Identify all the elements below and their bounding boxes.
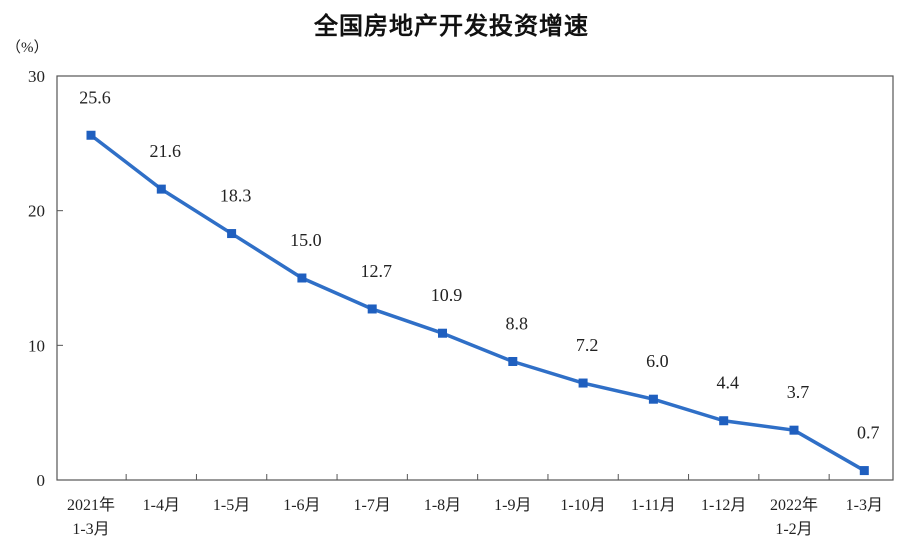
series-line bbox=[89, 133, 867, 473]
data-label: 10.9 bbox=[431, 285, 463, 305]
data-label: 8.8 bbox=[506, 313, 529, 333]
x-tick-label: 2021年 bbox=[67, 496, 115, 514]
x-tick-label: 1-8月 bbox=[424, 497, 461, 514]
data-label: 3.7 bbox=[787, 382, 810, 402]
data-label: 0.7 bbox=[857, 423, 880, 443]
data-label: 7.2 bbox=[576, 335, 599, 355]
x-tick-label: 1-11月 bbox=[631, 497, 676, 514]
y-axis-unit: （%） bbox=[6, 39, 49, 56]
data-label: 25.6 bbox=[79, 87, 111, 107]
data-point bbox=[789, 425, 799, 435]
y-tick-label: 30 bbox=[28, 67, 45, 86]
plot-area: 0 10 20 30 2021年 1-3月 1-4月 1-5月 1-6月 1-7月 1-8月 1-9月… bbox=[28, 67, 894, 538]
data-point bbox=[578, 378, 588, 388]
data-point bbox=[648, 394, 658, 404]
x-tick-label: 1-3月 bbox=[72, 521, 109, 538]
y-tick-label: 0 bbox=[37, 471, 46, 490]
data-point bbox=[367, 304, 377, 314]
x-tick-label: 1-6月 bbox=[283, 497, 320, 514]
x-tick-label: 1-10月 bbox=[560, 497, 605, 514]
data-point bbox=[297, 273, 307, 283]
data-label: 18.3 bbox=[220, 186, 252, 206]
data-point bbox=[227, 229, 237, 239]
y-tick-label: 10 bbox=[28, 336, 45, 355]
data-label: 12.7 bbox=[360, 261, 392, 281]
x-tick-label: 1-3月 bbox=[846, 497, 883, 514]
data-label: 4.4 bbox=[716, 373, 739, 393]
data-label: 15.0 bbox=[290, 230, 322, 250]
data-point bbox=[438, 328, 447, 338]
data-label: 6.0 bbox=[646, 351, 669, 371]
x-tick-label: 1-4月 bbox=[143, 497, 180, 514]
x-tick-label: 2022年 bbox=[770, 496, 818, 514]
plot-frame bbox=[56, 75, 894, 481]
data-point bbox=[156, 184, 166, 194]
data-label: 21.6 bbox=[150, 141, 182, 161]
y-tick-label: 20 bbox=[28, 202, 45, 221]
data-point bbox=[508, 356, 518, 366]
data-point bbox=[86, 130, 96, 140]
chart-title: 全国房地产开发投资增速 bbox=[314, 12, 589, 40]
x-tick-label: 1-7月 bbox=[354, 497, 391, 514]
data-point bbox=[859, 466, 869, 476]
x-tick-label: 1-9月 bbox=[494, 497, 531, 514]
x-tick-label: 1-5月 bbox=[213, 497, 250, 514]
data-point bbox=[719, 416, 729, 426]
x-tick-label: 1-12月 bbox=[701, 497, 746, 514]
x-tick-label: 1-2月 bbox=[775, 521, 812, 538]
